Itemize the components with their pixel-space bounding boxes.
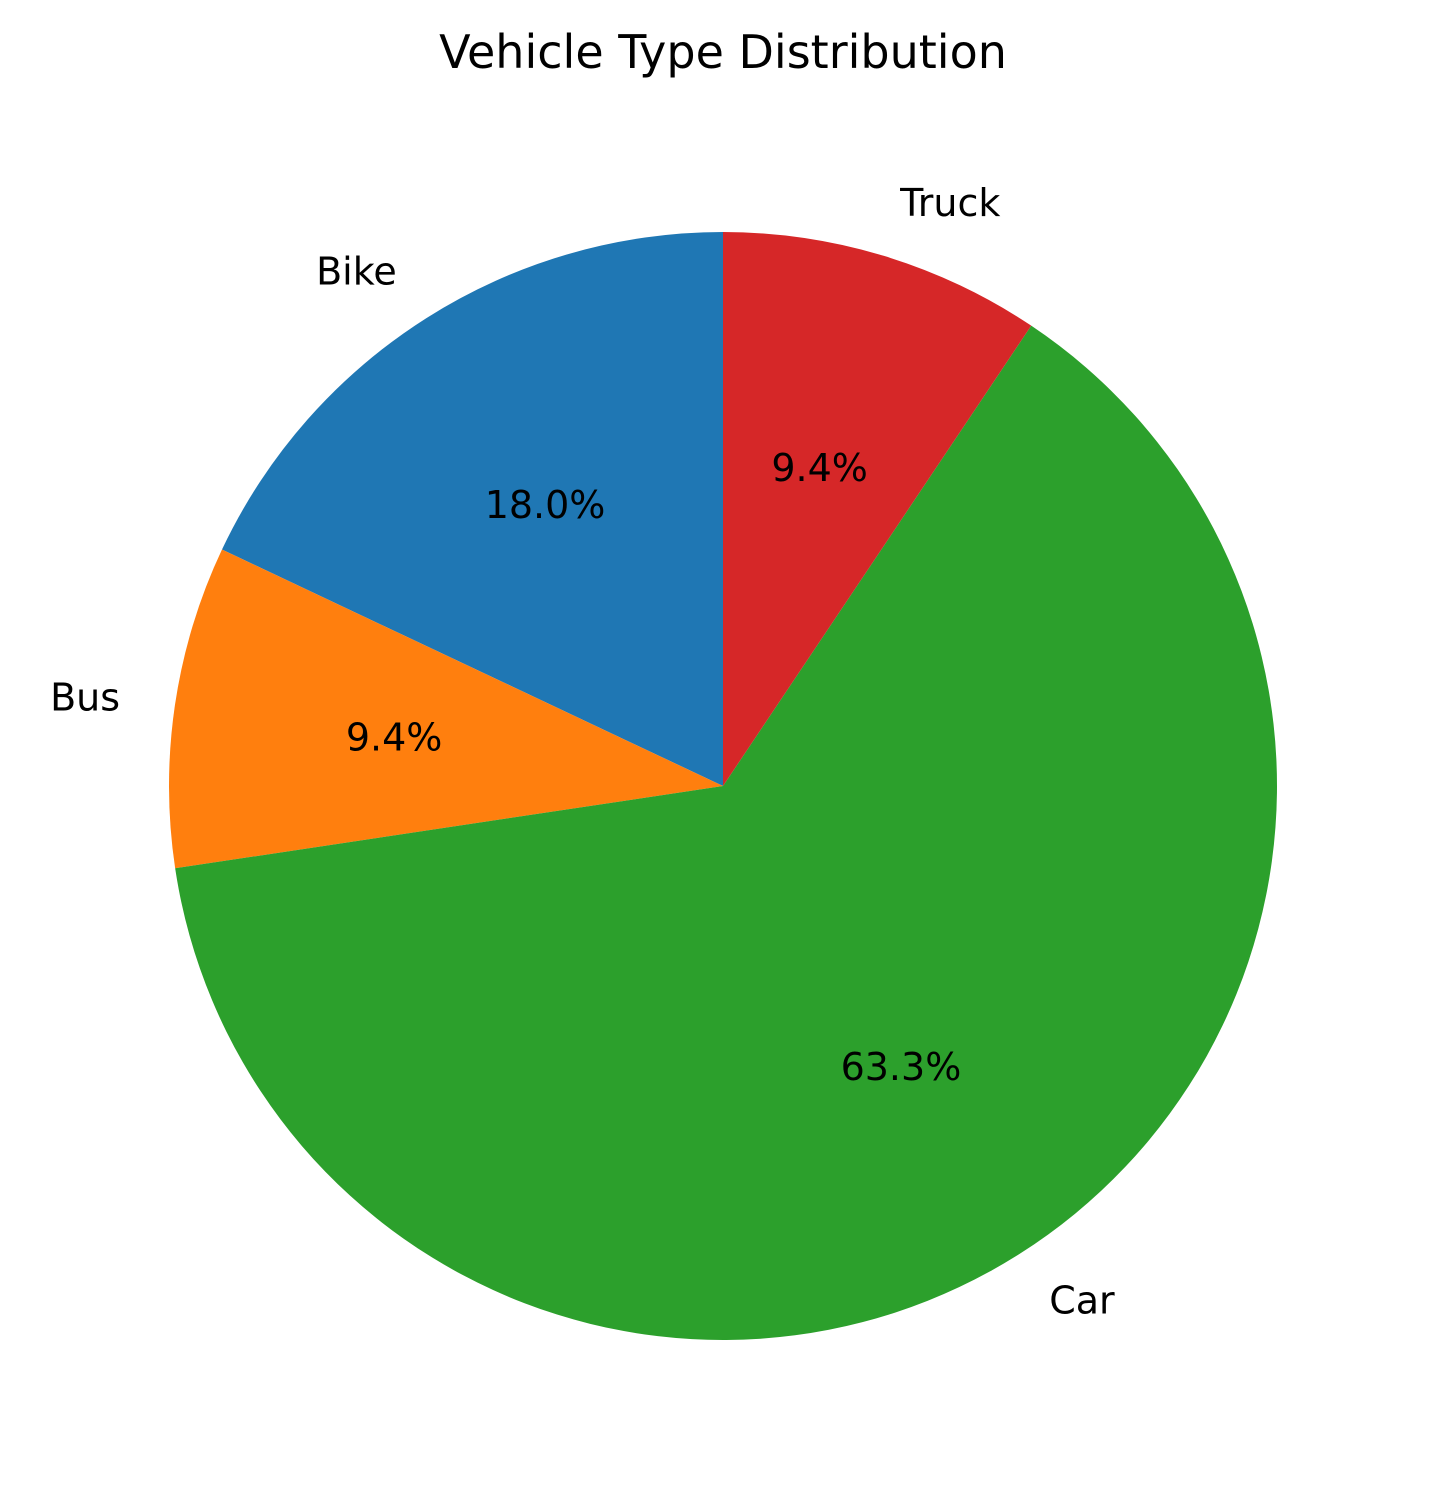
pie-slices (168, 232, 1277, 1340)
pie-slice-car (175, 325, 1277, 1340)
pie-labels: 18.0% Bike 9.4% Bus 63.3% Car 9.4% Truck (50, 181, 1115, 1323)
pie-pct-label-truck: 9.4% (771, 446, 868, 490)
pie-slice-bus (168, 549, 723, 869)
chart-title: Vehicle Type Distribution (439, 25, 1007, 79)
pie-category-label-truck: Truck (899, 181, 1000, 225)
pie-pct-label-car: 63.3% (841, 1045, 962, 1089)
pie-category-label-car: Car (1049, 1279, 1115, 1323)
pie-slice-bike (221, 232, 723, 786)
pie-pct-label-bus: 9.4% (346, 716, 443, 760)
pie-category-label-bus: Bus (50, 675, 120, 719)
pie-pct-label-bike: 18.0% (485, 483, 606, 527)
pie-slice-truck (723, 232, 1032, 786)
pie-category-label-bike: Bike (316, 249, 397, 293)
